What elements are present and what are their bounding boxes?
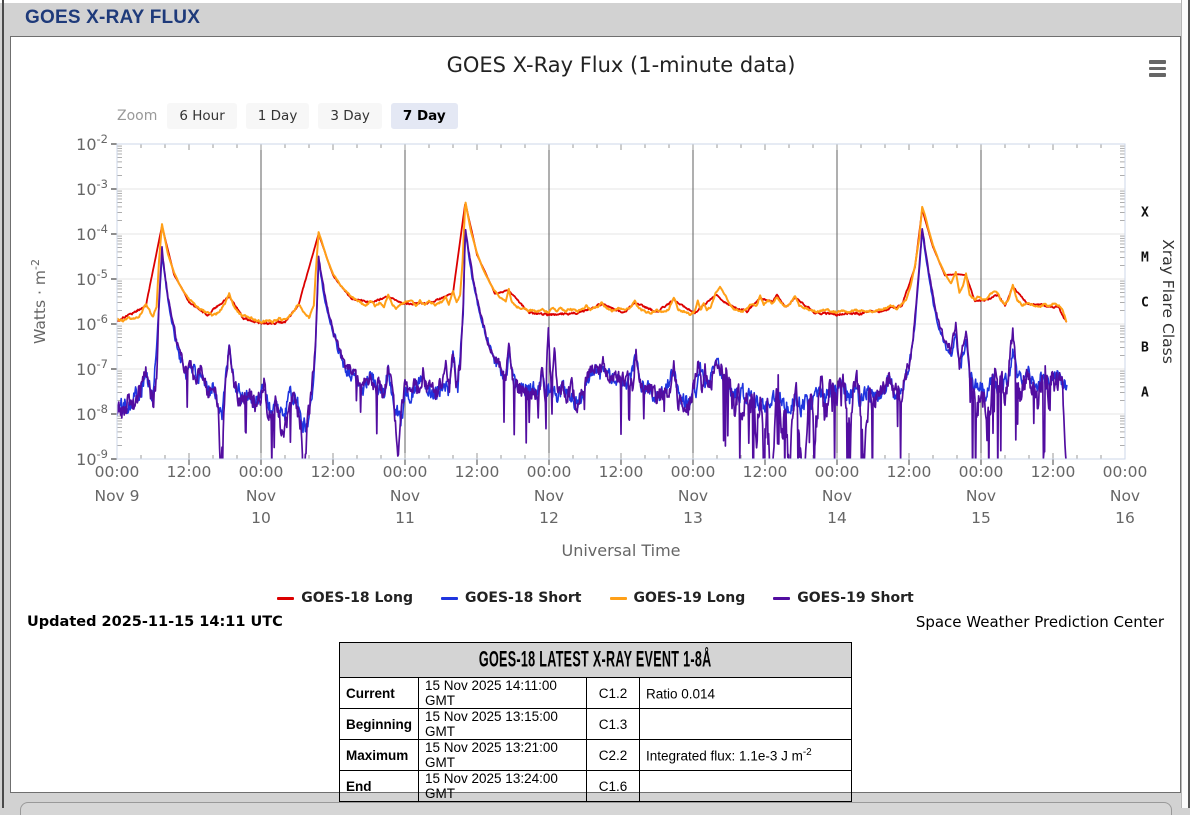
svg-text:00:00: 00:00 bbox=[239, 463, 284, 481]
scrollbar-track[interactable] bbox=[1181, 0, 1188, 808]
svg-text:12:00: 12:00 bbox=[887, 463, 932, 481]
latest-xray-event-table: GOES-18 LATEST X-RAY EVENT 1-8Å Current … bbox=[339, 642, 852, 802]
zoom-range-controls: Zoom 6 Hour 1 Day 3 Day 7 Day bbox=[117, 103, 467, 129]
row-label: Current bbox=[339, 677, 419, 709]
zoom-button-6-hour[interactable]: 6 Hour bbox=[167, 103, 237, 129]
svg-text:Nov: Nov bbox=[966, 487, 996, 505]
svg-text:10-2: 10-2 bbox=[76, 132, 108, 154]
svg-text:12:00: 12:00 bbox=[743, 463, 788, 481]
row-class: C1.6 bbox=[586, 770, 640, 802]
window-top-strip bbox=[0, 0, 1190, 3]
table-row-beginning: Beginning 15 Nov 2025 13:15:00 GMT C1.3 bbox=[339, 708, 852, 740]
svg-text:Nov: Nov bbox=[390, 487, 420, 505]
legend-item-goes18-long[interactable]: GOES-18 Long bbox=[277, 590, 413, 606]
table-row-current: Current 15 Nov 2025 14:11:00 GMT C1.2 Ra… bbox=[339, 677, 852, 709]
svg-text:11: 11 bbox=[395, 509, 415, 527]
window-right-border bbox=[1188, 0, 1190, 808]
svg-text:10: 10 bbox=[251, 509, 271, 527]
row-note: Integrated flux: 1.1e-3 J m-2 bbox=[639, 739, 852, 771]
svg-text:15: 15 bbox=[971, 509, 991, 527]
svg-text:10-6: 10-6 bbox=[76, 312, 108, 334]
row-time: 15 Nov 2025 13:15:00 GMT bbox=[418, 708, 587, 740]
svg-text:Universal Time: Universal Time bbox=[561, 541, 680, 560]
row-class: C1.2 bbox=[586, 677, 640, 709]
svg-text:10-5: 10-5 bbox=[76, 267, 108, 289]
svg-text:00:00: 00:00 bbox=[815, 463, 860, 481]
flux-chart: GOES X-Ray Flux (1-minute data) Zoom 6 H… bbox=[11, 37, 1182, 586]
svg-text:Nov: Nov bbox=[678, 487, 708, 505]
svg-text:C: C bbox=[1141, 296, 1149, 311]
svg-text:00:00: 00:00 bbox=[95, 463, 140, 481]
svg-text:10-7: 10-7 bbox=[76, 357, 108, 379]
svg-text:13: 13 bbox=[683, 509, 703, 527]
hamburger-menu-icon[interactable] bbox=[1149, 57, 1166, 80]
chart-footer: Updated 2025-11-15 14:11 UTC Space Weath… bbox=[11, 611, 1180, 633]
row-class: C2.2 bbox=[586, 739, 640, 771]
svg-text:Watts · m-2: Watts · m-2 bbox=[29, 259, 49, 344]
chart-title: GOES X-Ray Flux (1-minute data) bbox=[446, 53, 796, 77]
zoom-button-3-day[interactable]: 3 Day bbox=[318, 103, 382, 129]
svg-text:Nov: Nov bbox=[246, 487, 276, 505]
svg-text:M: M bbox=[1141, 251, 1149, 266]
svg-text:16: 16 bbox=[1115, 509, 1135, 527]
svg-text:12: 12 bbox=[539, 509, 559, 527]
svg-text:00:00: 00:00 bbox=[1103, 463, 1148, 481]
svg-text:14: 14 bbox=[827, 509, 847, 527]
table-row-end: End 15 Nov 2025 13:24:00 GMT C1.6 bbox=[339, 770, 852, 802]
flux-chart-svg: 10-210-310-410-510-610-710-810-900:00Nov… bbox=[29, 132, 1177, 560]
svg-text:12:00: 12:00 bbox=[1031, 463, 1076, 481]
table-row-maximum: Maximum 15 Nov 2025 13:21:00 GMT C2.2 In… bbox=[339, 739, 852, 771]
chart-legend: GOES-18 Long GOES-18 Short GOES-19 Long … bbox=[11, 588, 1180, 608]
legend-item-goes18-short[interactable]: GOES-18 Short bbox=[441, 590, 582, 606]
row-time: 15 Nov 2025 14:11:00 GMT bbox=[418, 677, 587, 709]
legend-swatch-goes19-short bbox=[773, 596, 791, 600]
svg-text:Nov: Nov bbox=[822, 487, 852, 505]
zoom-button-7-day[interactable]: 7 Day bbox=[390, 103, 458, 129]
legend-item-goes19-short[interactable]: GOES-19 Short bbox=[773, 590, 914, 606]
svg-text:B: B bbox=[1141, 341, 1149, 356]
legend-item-goes19-long[interactable]: GOES-19 Long bbox=[609, 590, 745, 606]
svg-text:12:00: 12:00 bbox=[311, 463, 356, 481]
legend-swatch-goes18-long bbox=[277, 596, 295, 600]
svg-text:10-8: 10-8 bbox=[76, 402, 108, 424]
page-title[interactable]: GOES X-RAY FLUX bbox=[25, 7, 201, 28]
svg-text:00:00: 00:00 bbox=[959, 463, 1004, 481]
row-label: Beginning bbox=[339, 708, 419, 740]
row-class: C1.3 bbox=[586, 708, 640, 740]
event-table-header-row: GOES-18 LATEST X-RAY EVENT 1-8Å bbox=[339, 642, 852, 678]
zoom-button-1-day[interactable]: 1 Day bbox=[245, 103, 310, 129]
svg-text:00:00: 00:00 bbox=[527, 463, 572, 481]
svg-text:00:00: 00:00 bbox=[383, 463, 428, 481]
legend-swatch-goes19-long bbox=[609, 596, 627, 600]
row-time: 15 Nov 2025 13:21:00 GMT bbox=[418, 739, 587, 771]
svg-text:12:00: 12:00 bbox=[599, 463, 644, 481]
row-label: End bbox=[339, 770, 419, 802]
event-table-title: GOES-18 LATEST X-RAY EVENT 1-8Å bbox=[339, 642, 852, 678]
row-label: Maximum bbox=[339, 739, 419, 771]
row-note bbox=[639, 708, 852, 740]
svg-text:12:00: 12:00 bbox=[455, 463, 500, 481]
row-note bbox=[639, 770, 852, 802]
svg-text:00:00: 00:00 bbox=[671, 463, 716, 481]
updated-timestamp: Updated 2025-11-15 14:11 UTC bbox=[27, 614, 283, 630]
svg-text:Nov: Nov bbox=[1110, 487, 1140, 505]
svg-text:10-3: 10-3 bbox=[76, 177, 108, 199]
credit-text: Space Weather Prediction Center bbox=[915, 613, 1164, 631]
collapsed-section-bar[interactable] bbox=[20, 802, 1172, 815]
svg-text:Nov 9: Nov 9 bbox=[94, 487, 139, 505]
zoom-label: Zoom bbox=[117, 108, 158, 124]
svg-text:Xray Flare Class: Xray Flare Class bbox=[1159, 239, 1177, 364]
window-left-border bbox=[2, 0, 4, 808]
svg-text:12:00: 12:00 bbox=[167, 463, 212, 481]
svg-text:X: X bbox=[1141, 206, 1149, 221]
goes-xray-flux-panel: GOES X-Ray Flux (1-minute data) Zoom 6 H… bbox=[10, 36, 1182, 802]
svg-text:Nov: Nov bbox=[534, 487, 564, 505]
svg-text:A: A bbox=[1141, 386, 1149, 401]
row-note: Ratio 0.014 bbox=[639, 677, 852, 709]
svg-text:10-4: 10-4 bbox=[76, 222, 108, 244]
row-time: 15 Nov 2025 13:24:00 GMT bbox=[418, 770, 587, 802]
legend-swatch-goes18-short bbox=[441, 596, 459, 600]
